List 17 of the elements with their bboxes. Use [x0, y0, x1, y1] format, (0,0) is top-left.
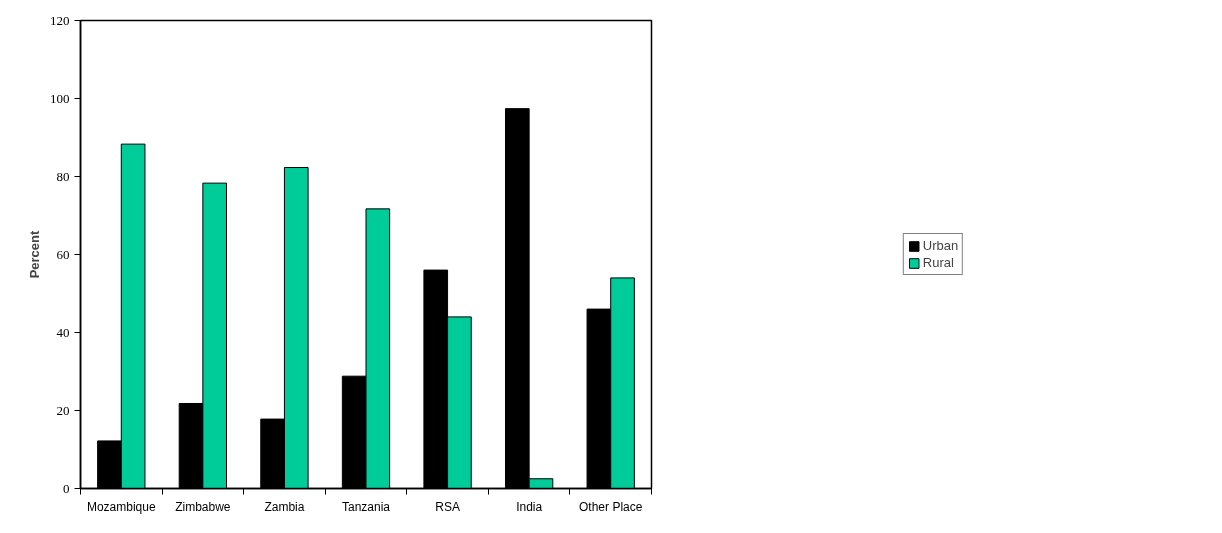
y-tick-label: 60 — [56, 246, 70, 262]
legend-label: Urban — [922, 238, 959, 253]
x-tick-label: Zambia — [264, 499, 305, 514]
y-tick-label: 40 — [56, 324, 70, 340]
x-tick-label: Other Place — [579, 499, 643, 514]
y-tick-label: 80 — [56, 168, 70, 184]
legend-label: Rural — [922, 255, 954, 270]
y-tick-label: 100 — [50, 90, 70, 106]
x-tick-label: India — [516, 499, 543, 514]
y-tick-label: 20 — [56, 402, 70, 418]
x-tick-label: Tanzania — [341, 499, 391, 514]
x-tick-label: RSA — [435, 499, 460, 514]
y-tick-label: 120 — [50, 12, 70, 28]
x-tick-label: Zimbabwe — [175, 499, 231, 514]
x-tick-label: Mozambique — [86, 499, 156, 514]
y-axis-title: Percent — [27, 229, 42, 279]
y-tick-label: 0 — [63, 480, 70, 496]
